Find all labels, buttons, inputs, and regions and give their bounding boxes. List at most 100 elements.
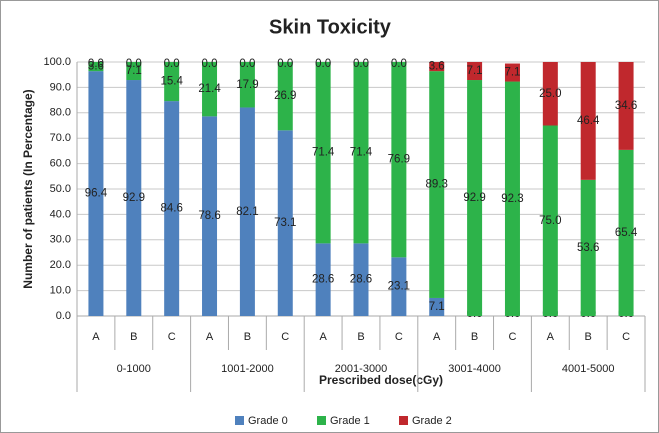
- data-label: 76.9: [388, 154, 410, 166]
- data-label: 17.9: [236, 79, 258, 91]
- legend-label: Grade 1: [330, 415, 370, 427]
- y-tick-label: 0.0: [56, 310, 71, 322]
- data-label: 0.0: [315, 58, 331, 70]
- x-tick-label: B: [471, 331, 478, 343]
- bar-segment: [542, 125, 558, 316]
- data-label: 92.9: [463, 192, 485, 204]
- data-label: 71.4: [350, 147, 373, 159]
- data-label: 73.1: [274, 217, 296, 229]
- bar-segment: [353, 62, 369, 244]
- data-label: 28.6: [312, 274, 334, 286]
- bar-segment: [391, 257, 407, 316]
- bar-segment: [88, 62, 104, 72]
- data-label: 0.0: [202, 58, 218, 70]
- group-label: 0-1000: [117, 363, 151, 375]
- data-label: 7.1: [467, 65, 483, 77]
- y-tick-label: 10.0: [50, 285, 71, 297]
- x-tick-label: B: [244, 331, 251, 343]
- y-tick-label: 20.0: [50, 259, 71, 271]
- legend-swatch: [399, 416, 408, 425]
- bar-segment: [353, 243, 369, 316]
- bar-segment: [277, 130, 293, 316]
- legend-label: Grade 0: [248, 415, 288, 427]
- data-label: 0.0: [239, 58, 255, 70]
- x-tick-label: C: [622, 331, 630, 343]
- x-tick-label: C: [168, 331, 176, 343]
- y-tick-label: 40.0: [50, 208, 71, 220]
- data-label: 89.3: [426, 179, 448, 191]
- x-tick-label: A: [547, 331, 555, 343]
- data-label: 21.4: [198, 83, 221, 95]
- bar-segment: [164, 62, 180, 102]
- x-tick-label: A: [319, 331, 327, 343]
- bar-segment: [391, 62, 407, 258]
- x-tick-label: B: [585, 331, 592, 343]
- bar-segment: [88, 71, 104, 316]
- chart-title: Skin Toxicity: [269, 16, 392, 38]
- data-label: 65.4: [615, 227, 638, 239]
- y-tick-label: 90.0: [50, 81, 71, 93]
- y-tick-label: 80.0: [50, 107, 71, 119]
- bar-segment: [504, 81, 520, 316]
- y-axis-title: Number of patients (In Percentage): [21, 89, 35, 288]
- bar-segment: [202, 116, 218, 316]
- data-label: 26.9: [274, 90, 296, 102]
- x-tick-label: A: [433, 331, 441, 343]
- bar-segment: [580, 62, 596, 180]
- bar-segment: [429, 71, 445, 298]
- group-label: 1001-2000: [221, 363, 274, 375]
- x-tick-label: A: [206, 331, 214, 343]
- bar-segment: [239, 107, 255, 316]
- y-tick-label: 50.0: [50, 183, 71, 195]
- bar-segment: [202, 62, 218, 117]
- data-label: 28.6: [350, 274, 372, 286]
- y-tick-label: 70.0: [50, 132, 71, 144]
- legend-swatch: [235, 416, 244, 425]
- data-label: 7.1: [504, 67, 520, 79]
- x-tick-label: A: [92, 331, 100, 343]
- data-label: 82.1: [236, 206, 258, 218]
- bar-segment: [315, 243, 331, 316]
- bar-segment: [618, 62, 634, 150]
- x-axis-title: Prescribed dose(cGy): [319, 373, 443, 387]
- data-label: 0.0: [126, 58, 142, 70]
- data-label: 7.1: [429, 301, 445, 313]
- data-label: 71.4: [312, 147, 335, 159]
- x-tick-label: C: [508, 331, 516, 343]
- bar-segment: [277, 62, 293, 131]
- data-label: 84.6: [160, 203, 182, 215]
- bar-segment: [315, 62, 331, 244]
- data-label: 0.0: [353, 58, 369, 70]
- bar-segment: [618, 149, 634, 316]
- y-tick-label: 100.0: [43, 56, 71, 68]
- data-label: 92.9: [123, 192, 145, 204]
- bar-segment: [504, 63, 520, 82]
- bar-segment: [429, 62, 445, 72]
- x-tick-label: C: [281, 331, 289, 343]
- data-label: 25.0: [539, 88, 561, 100]
- data-label: 3.6: [88, 61, 104, 73]
- x-tick-label: B: [130, 331, 137, 343]
- legend-label: Grade 2: [412, 415, 452, 427]
- data-label: 0.0: [391, 58, 407, 70]
- data-label: 23.1: [388, 281, 410, 293]
- data-label: 92.3: [501, 193, 523, 205]
- bar-segment: [239, 62, 255, 108]
- data-label: 53.6: [577, 242, 599, 254]
- bar-segment: [542, 62, 558, 126]
- data-label: 96.4: [85, 188, 108, 200]
- data-label: 78.6: [198, 210, 220, 222]
- x-tick-label: B: [357, 331, 364, 343]
- group-label: 3001-4000: [448, 363, 501, 375]
- data-label: 0.0: [88, 58, 104, 70]
- data-label: 7.1: [126, 65, 142, 77]
- data-label: 0.0: [164, 58, 180, 70]
- bar-segment: [467, 62, 483, 81]
- data-label: 46.4: [577, 115, 600, 127]
- group-label: 2001-3000: [335, 363, 388, 375]
- bar-segment: [429, 297, 445, 316]
- y-tick-label: 60.0: [50, 158, 71, 170]
- x-tick-label: C: [395, 331, 403, 343]
- bar-segment: [164, 101, 180, 316]
